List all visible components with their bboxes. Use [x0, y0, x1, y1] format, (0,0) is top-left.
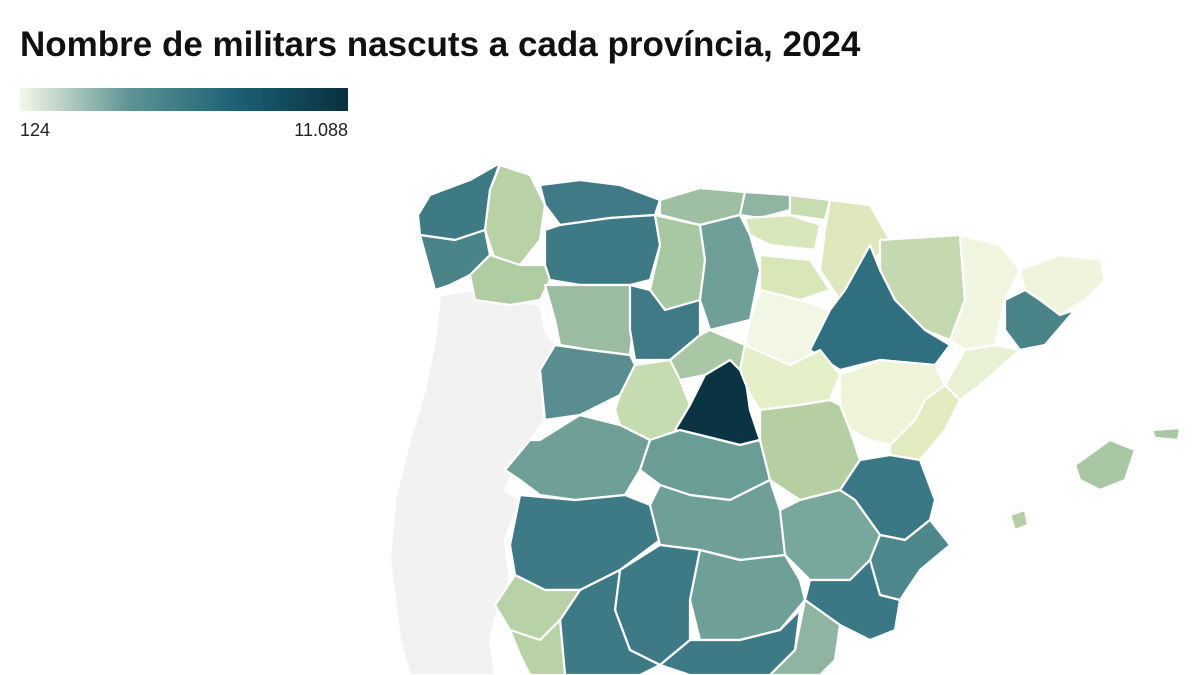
region — [788, 193, 832, 222]
legend-max-label: 11.088 — [294, 120, 348, 140]
region — [388, 288, 557, 675]
region — [758, 253, 832, 302]
region — [1073, 438, 1137, 492]
region — [468, 253, 552, 307]
region — [508, 618, 567, 675]
region — [1008, 508, 1030, 532]
region — [543, 213, 662, 287]
region — [1003, 288, 1077, 352]
region — [648, 213, 707, 312]
legend-gradient — [20, 88, 348, 111]
region — [738, 190, 792, 220]
region — [743, 213, 822, 252]
region — [943, 343, 1022, 402]
region — [688, 548, 807, 642]
region — [1150, 426, 1182, 442]
region — [768, 598, 842, 675]
map — [388, 161, 1182, 675]
region — [483, 163, 547, 267]
region — [738, 343, 842, 412]
title: Nombre de militars nascuts a cada provín… — [20, 25, 861, 64]
legend-min-label: 124 — [20, 120, 50, 140]
